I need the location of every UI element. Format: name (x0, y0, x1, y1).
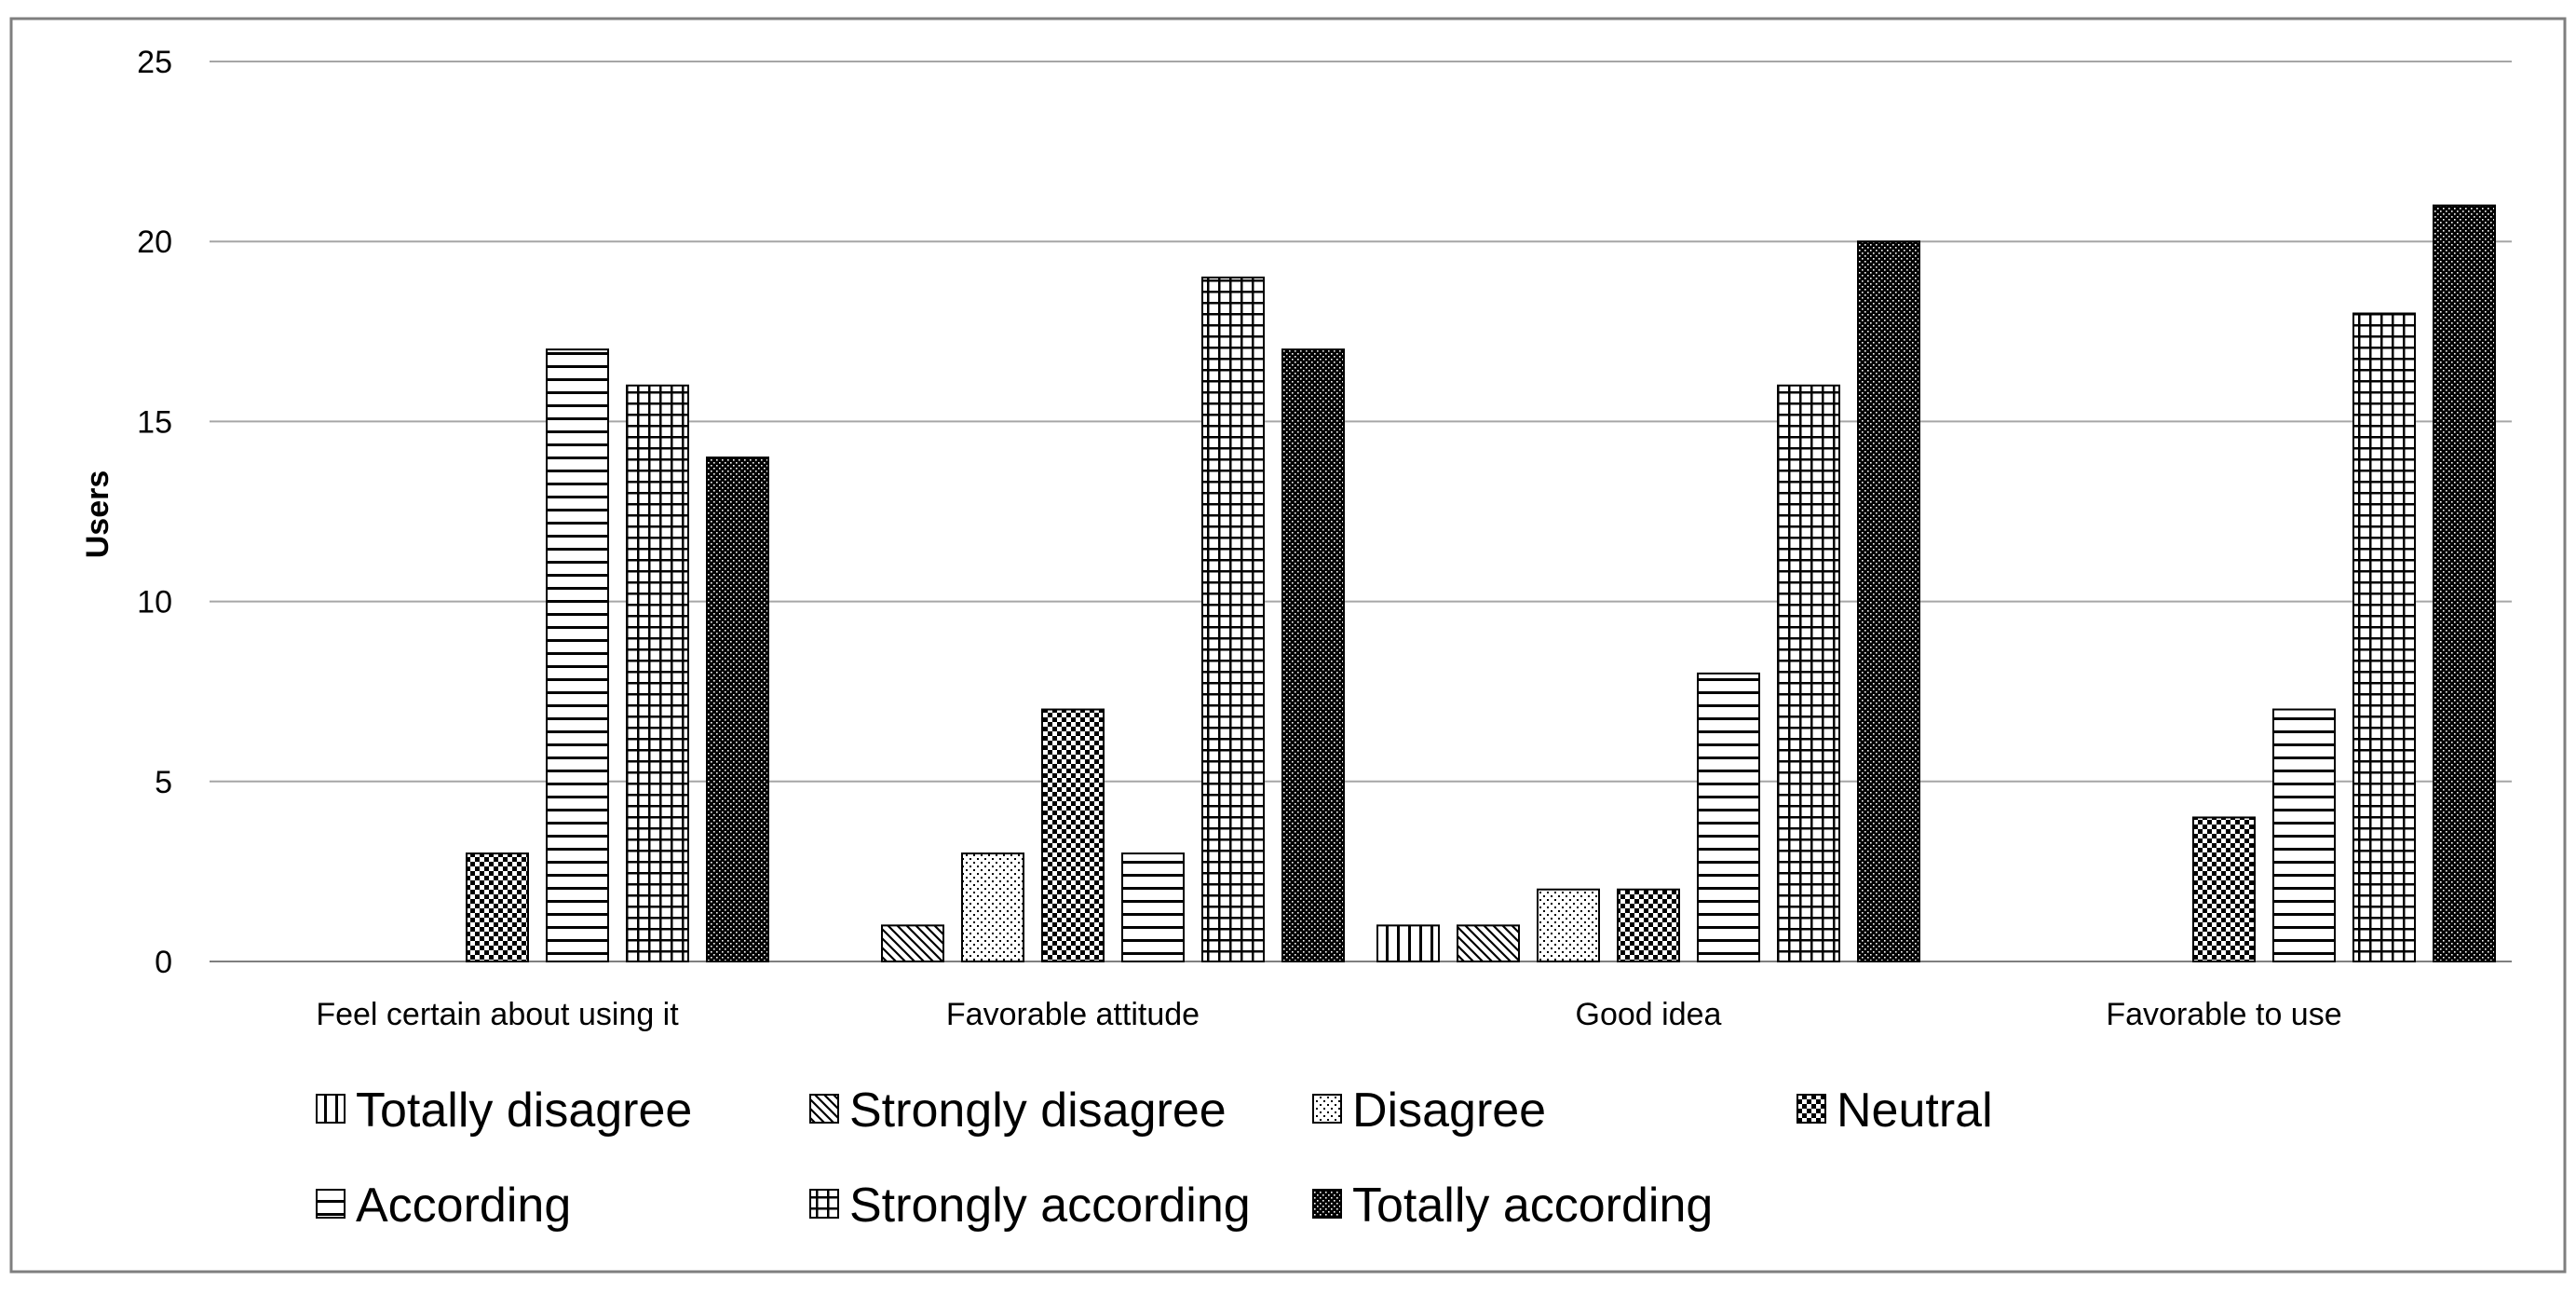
bars (466, 204, 2496, 963)
legend-label: Strongly according (849, 1179, 1251, 1233)
bar-disagree (1537, 888, 1600, 962)
legend-swatch (809, 1189, 839, 1219)
x-category-label: Favorable attitude (946, 997, 1200, 1032)
legend-swatch (1312, 1189, 1342, 1219)
legend-label: According (356, 1179, 571, 1233)
legend-swatch (809, 1094, 839, 1124)
bar-strongly-according (1201, 276, 1265, 962)
bar-according (546, 348, 609, 962)
legend-swatch (1796, 1094, 1826, 1124)
bar-neutral (2192, 816, 2256, 962)
legend-swatch (316, 1189, 346, 1219)
bar-according (1121, 852, 1185, 963)
bar-totally-according (706, 457, 769, 963)
legend-label: Neutral (1837, 1084, 1993, 1138)
y-tick-label: 25 (137, 45, 172, 80)
bar-strongly-disagree (1457, 924, 1520, 962)
bar-totally-according (1857, 240, 1920, 962)
bar-totally-according (1281, 348, 1345, 962)
legend-label: Strongly disagree (849, 1084, 1227, 1138)
x-category-label: Feel certain about using it (316, 997, 679, 1032)
x-category-label: Good idea (1576, 997, 1722, 1032)
bar-strongly-according (2352, 312, 2416, 963)
bar-strongly-according (1777, 384, 1840, 962)
y-tick-label: 5 (155, 765, 172, 800)
bar-disagree (961, 852, 1024, 963)
bar-according (1697, 672, 1760, 962)
bar-strongly-disagree (881, 924, 944, 962)
legend-label: Totally according (1352, 1179, 1713, 1233)
y-axis-title: Users (80, 470, 115, 559)
y-axis-ticks: 0 5 10 15 20 25 (137, 45, 172, 980)
y-tick-label: 15 (137, 404, 172, 440)
legend-label: Disagree (1352, 1084, 1546, 1138)
bar-totally-according (2433, 204, 2496, 962)
bar-strongly-according (626, 384, 689, 962)
legend-swatch (316, 1094, 346, 1124)
y-tick-label: 0 (155, 945, 172, 980)
bar-neutral (1617, 888, 1680, 962)
y-tick-label: 20 (137, 225, 172, 260)
bar-neutral (1041, 708, 1105, 963)
legend-label: Totally disagree (356, 1084, 692, 1138)
bar-neutral (466, 852, 529, 963)
legend-swatch (1312, 1094, 1342, 1124)
legend: Totally disagree Strongly disagree Disagre… (316, 1084, 1993, 1233)
bar-totally-disagree (1376, 924, 1440, 962)
x-axis-categories: Feel certain about using it Favorable att… (316, 997, 2341, 1032)
bar-according (2272, 708, 2336, 963)
y-tick-label: 10 (137, 585, 172, 620)
x-category-label: Favorable to use (2106, 997, 2341, 1032)
